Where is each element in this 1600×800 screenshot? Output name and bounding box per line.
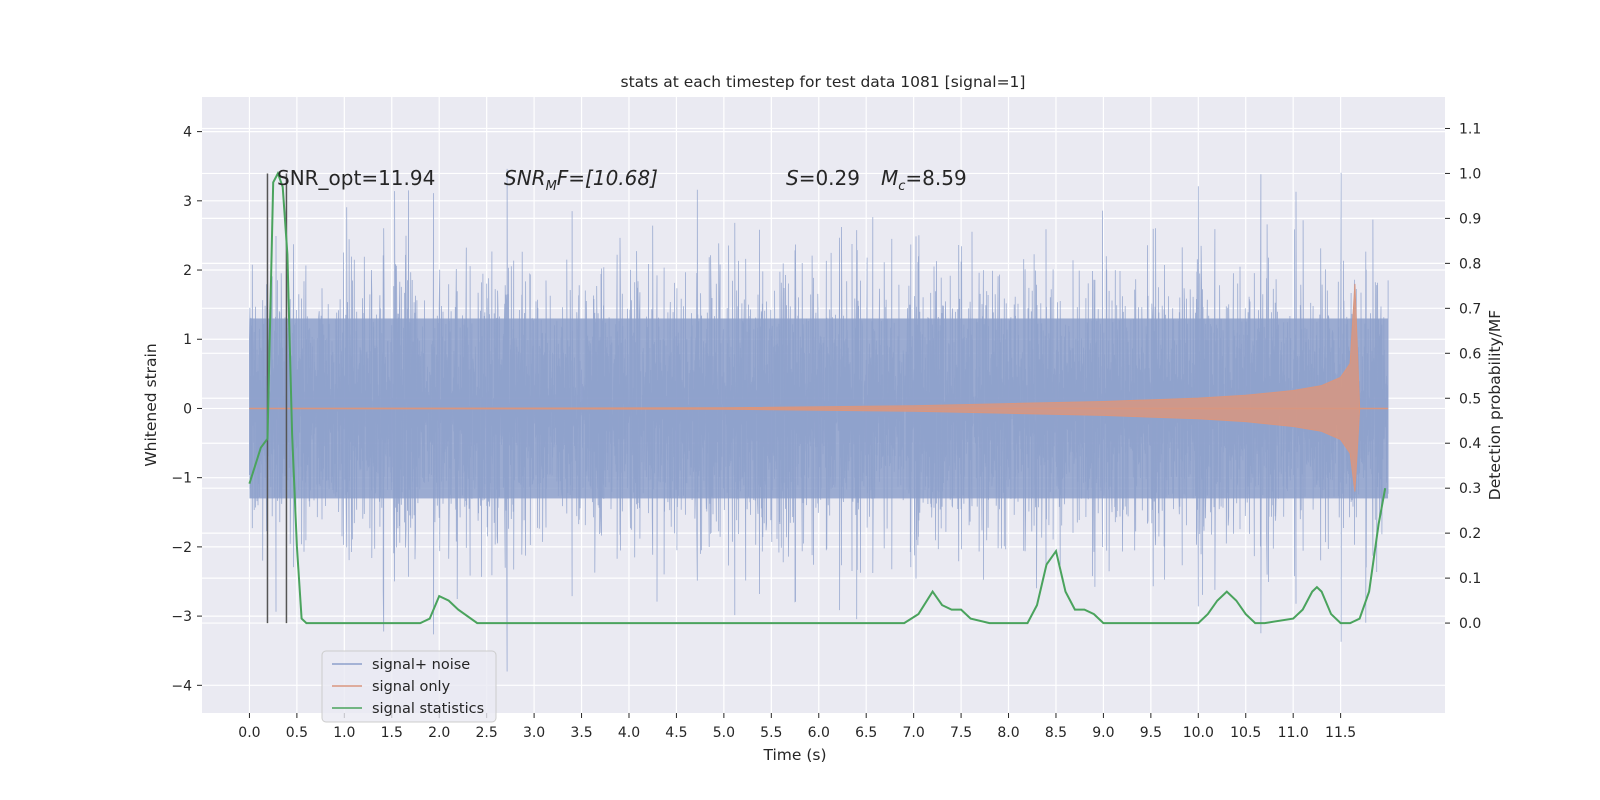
chart-title: stats at each timestep for test data 108…	[621, 73, 1026, 91]
x-tick-label: 3.5	[570, 725, 592, 741]
y-tick-label: −3	[171, 609, 192, 625]
x-tick-label: 0.0	[238, 725, 260, 741]
annotation-mc: Mc=8.59	[881, 166, 967, 194]
x-tick-label: 9.0	[1092, 725, 1114, 741]
x-tick-label: 4.0	[618, 725, 640, 741]
x-tick-label: 7.0	[903, 725, 925, 741]
y-right-tick-label: 0.2	[1459, 526, 1481, 542]
y-axis-left: −4 −3 −2 −1 0 1 2 3 4	[171, 125, 202, 694]
y-axis-label: Whitened strain	[142, 343, 160, 466]
legend-box	[321, 650, 497, 723]
y-tick-label: 4	[183, 125, 192, 141]
x-tick-label: 3.0	[523, 725, 545, 741]
annotation-s: S=0.29	[786, 166, 860, 190]
signal-series	[249, 283, 1389, 492]
x-axis-label: Time (s)	[762, 746, 826, 764]
x-tick-label: 11.5	[1325, 725, 1356, 741]
x-tick-label: 0.5	[286, 725, 308, 741]
x-tick-label: 6.0	[808, 725, 830, 741]
y-tick-label: 2	[183, 263, 192, 279]
annotation-snr-opt: SNR_opt=11.94	[277, 166, 435, 190]
legend-label-stats: signal statistics	[372, 701, 484, 717]
y-right-tick-label: 1.1	[1459, 121, 1481, 137]
y-axis-right: 0.0 0.1 0.2 0.3 0.4 0.5 0.6 0.7 0.8 0.9 1.0 1.1	[1445, 121, 1481, 632]
y-right-tick-label: 0.5	[1459, 391, 1481, 407]
legend: signal+ noise signal only signal statist…	[321, 650, 497, 723]
y-tick-label: −2	[171, 540, 192, 556]
y-tick-label: 3	[183, 194, 192, 210]
x-tick-label: 1.5	[381, 725, 403, 741]
x-tick-label: 5.0	[713, 725, 735, 741]
y-right-tick-label: 0.7	[1459, 301, 1481, 317]
annotation-snr-mf-rest: F=[10.68]	[557, 166, 658, 190]
x-tick-label: 10.5	[1230, 725, 1261, 741]
annotation-s-main: S	[786, 166, 799, 190]
legend-label-signal: signal only	[372, 679, 451, 695]
y-right-tick-label: 0.8	[1459, 256, 1481, 272]
y-right-tick-label: 0.1	[1459, 571, 1481, 587]
annotation-mc-main: M	[881, 166, 898, 190]
annotation-mc-rest: =8.59	[905, 166, 966, 190]
annotation-s-rest: =0.29	[799, 166, 860, 190]
x-tick-label: 8.0	[997, 725, 1019, 741]
y-axis-right-label: Detection probability/MF	[1486, 310, 1504, 501]
y-right-tick-label: 0.3	[1459, 481, 1481, 497]
y-right-tick-label: 0.4	[1459, 436, 1481, 452]
x-tick-label: 4.5	[665, 725, 687, 741]
noise-line	[249, 168, 1389, 672]
y-tick-label: 1	[183, 332, 192, 348]
y-right-tick-label: 0.9	[1459, 211, 1481, 227]
x-tick-label: 5.5	[760, 725, 782, 741]
y-tick-label: −4	[171, 678, 192, 694]
annotation-snr-mf: SNRMF=[10.68]	[504, 166, 658, 194]
annotation-snr-mf-sub: M	[546, 179, 557, 194]
x-tick-label: 8.5	[1045, 725, 1067, 741]
annotation-snr-mf-main: SNR	[504, 166, 546, 190]
x-axis: 0.0 0.5 1.0 1.5 2.0 2.5 3.0 3.5 4.0 4.5 5.0 5.5 6.0 6…	[238, 713, 1356, 741]
y-tick-label: 0	[183, 401, 192, 417]
statistics-series	[248, 170, 1387, 625]
y-right-tick-label: 1.0	[1459, 166, 1481, 182]
x-tick-label: 11.0	[1278, 725, 1309, 741]
x-tick-label: 9.5	[1140, 725, 1162, 741]
x-tick-label: 2.0	[428, 725, 450, 741]
x-tick-label: 1.0	[333, 725, 355, 741]
y-tick-label: −1	[171, 471, 192, 487]
legend-label-noise: signal+ noise	[372, 657, 470, 673]
statistics-line	[248, 170, 1387, 625]
x-tick-label: 2.5	[476, 725, 498, 741]
y-right-tick-label: 0.6	[1459, 346, 1481, 362]
annotation-mc-sub: c	[898, 179, 905, 194]
x-tick-label: 7.5	[950, 725, 972, 741]
x-tick-label: 6.5	[855, 725, 877, 741]
x-tick-label: 10.0	[1183, 725, 1214, 741]
y-right-tick-label: 0.0	[1459, 616, 1481, 632]
